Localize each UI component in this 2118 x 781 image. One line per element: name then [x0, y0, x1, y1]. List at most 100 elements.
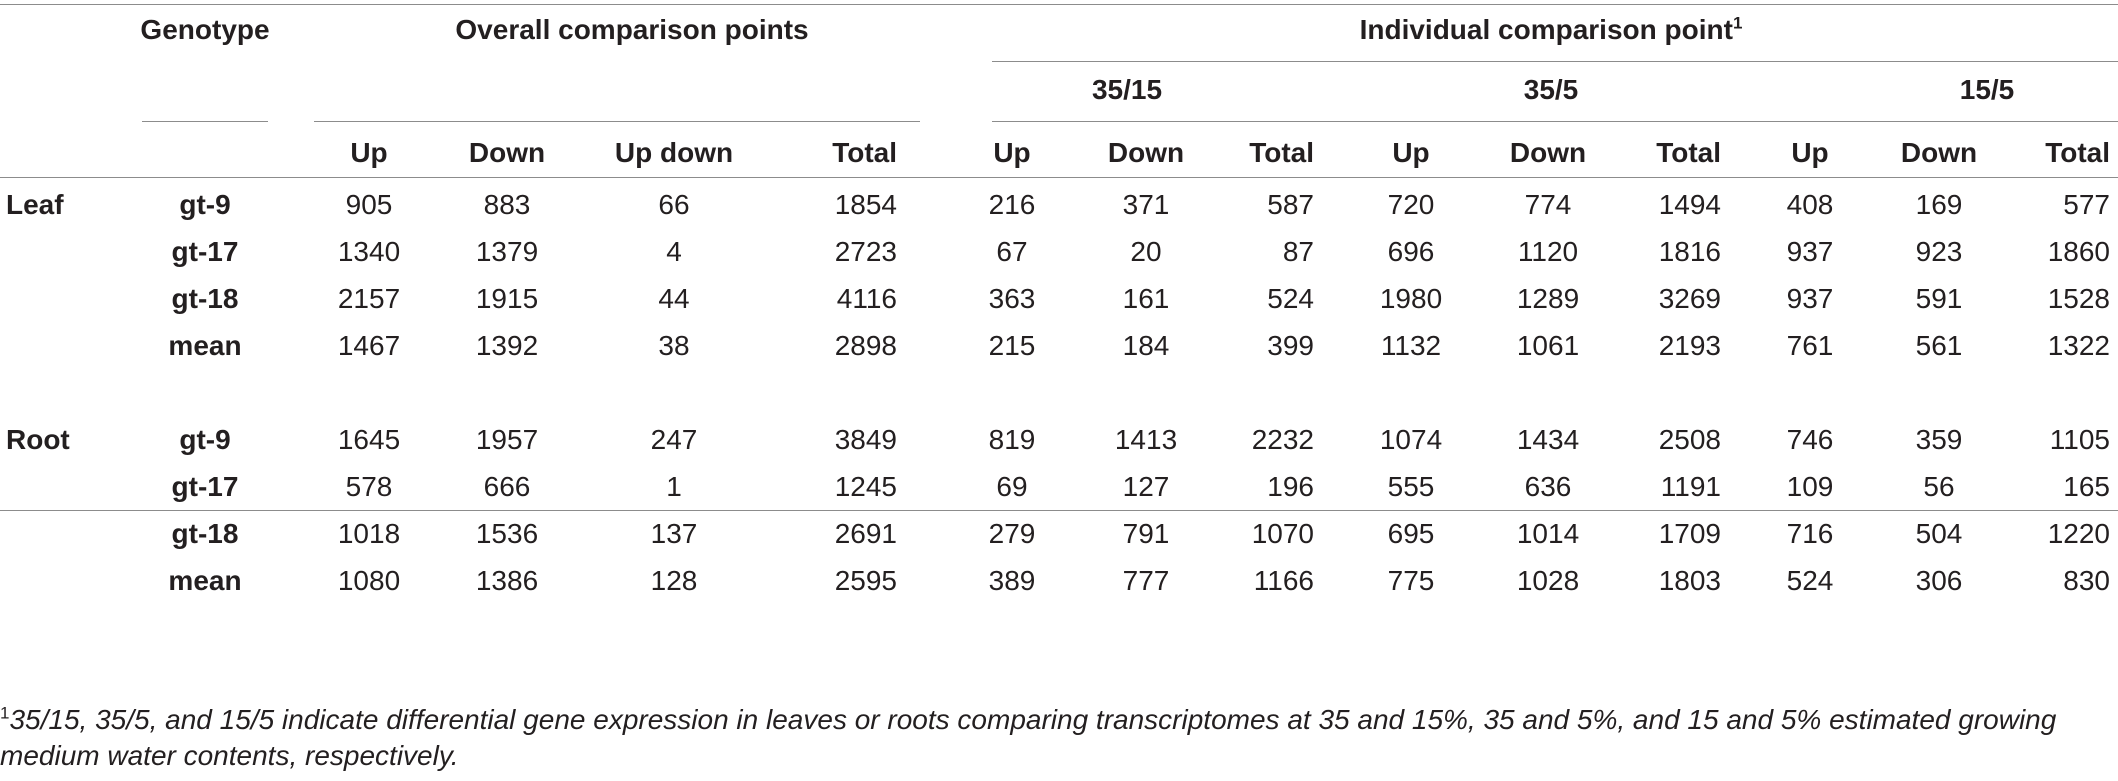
genotype-cell: gt-17 [171, 236, 239, 267]
table-cell: 169 [1915, 189, 1963, 220]
table-cell: 1 [666, 471, 682, 502]
table-cell: 128 [650, 565, 698, 596]
table-cell: 1709 [1658, 518, 1721, 549]
table-cell: 408 [1786, 189, 1834, 220]
column-header: Total [832, 137, 897, 168]
table-cell: 937 [1786, 283, 1834, 314]
table-cell: 761 [1786, 330, 1834, 361]
genotype-cell: gt-9 [179, 189, 231, 220]
column-header: Down [1509, 137, 1587, 168]
table-cell: 578 [345, 471, 393, 502]
table-cell: 2193 [1658, 330, 1721, 361]
table-cell: 67 [996, 236, 1028, 267]
table-cell: 1191 [1660, 471, 1721, 502]
top-rule [0, 4, 2118, 5]
table-cell: 2157 [337, 283, 401, 314]
table-cell: 591 [1915, 283, 1963, 314]
table-cell: 504 [1915, 518, 1963, 549]
footnote-line-2: medium water contents, respectively. [0, 740, 459, 771]
table-cell: 819 [988, 424, 1036, 455]
table-cell: 1014 [1516, 518, 1580, 549]
header-group-35-15: 35/15 [1091, 74, 1163, 105]
table-cell: 1245 [834, 471, 897, 502]
tissue-label: Leaf [6, 189, 64, 220]
table-cell: 777 [1122, 565, 1170, 596]
table-cell: 716 [1786, 518, 1834, 549]
table-cell: 923 [1915, 236, 1963, 267]
table-cell: 1434 [1516, 424, 1580, 455]
column-header: Down [1107, 137, 1185, 168]
table-cell: 1980 [1379, 283, 1443, 314]
table-cell: 695 [1387, 518, 1435, 549]
table-cell: 905 [345, 189, 393, 220]
table-cell: 561 [1915, 330, 1963, 361]
table-cell: 165 [2063, 471, 2110, 502]
table-cell: 587 [1267, 189, 1314, 220]
genotype-cell: gt-9 [179, 424, 231, 455]
table-cell: 38 [658, 330, 690, 361]
column-header: Up [1392, 137, 1430, 168]
table-cell: 1957 [475, 424, 539, 455]
table-cell: 1322 [2047, 330, 2110, 361]
subgroup-rule [992, 121, 2118, 122]
table-cell: 1132 [1380, 330, 1442, 361]
table-cell: 4116 [836, 283, 897, 314]
table-cell: 883 [483, 189, 531, 220]
table-cell: 44 [658, 283, 690, 314]
table-cell: 555 [1387, 471, 1435, 502]
genotype-cell: gt-17 [171, 471, 239, 502]
table-cell: 1528 [2047, 283, 2110, 314]
table-cell: 216 [988, 189, 1036, 220]
table-cell: 937 [1786, 236, 1834, 267]
column-header: Up [1791, 137, 1829, 168]
table-cell: 363 [988, 283, 1036, 314]
table-cell: 184 [1122, 330, 1170, 361]
overall-rule [314, 121, 920, 122]
column-header: Down [468, 137, 546, 168]
table-cell: 56 [1923, 471, 1955, 502]
table-cell: 1220 [2047, 518, 2110, 549]
table-cell: 1413 [1114, 424, 1178, 455]
header-overall: Overall comparison points [455, 14, 809, 45]
table-cell: 279 [988, 518, 1036, 549]
table-cell: 69 [996, 471, 1028, 502]
genotype-rule [142, 121, 268, 122]
table-cell: 359 [1915, 424, 1963, 455]
table-cell: 2723 [834, 236, 897, 267]
table-cell: 1915 [475, 283, 539, 314]
genotype-cell: gt-18 [171, 283, 239, 314]
group-rule [992, 61, 2118, 62]
table-cell: 1120 [1517, 236, 1579, 267]
table-cell: 1080 [337, 565, 401, 596]
header-individual: Individual comparison point1 [1359, 13, 1743, 45]
table-cell: 137 [650, 518, 698, 549]
table-cell: 2508 [1658, 424, 1721, 455]
table-cell: 66 [658, 189, 690, 220]
table-cell: 1070 [1251, 518, 1314, 549]
table-cell: 4 [666, 236, 682, 267]
table-cell: 127 [1122, 471, 1170, 502]
column-header: Up [350, 137, 388, 168]
table-cell: 87 [1282, 236, 1314, 267]
footnote: 135/15, 35/5, and 15/5 indicate differen… [0, 702, 2100, 774]
table-cell: 1340 [337, 236, 401, 267]
column-header: Total [2045, 137, 2110, 168]
table-cell: 720 [1387, 189, 1435, 220]
table-cell: 306 [1915, 565, 1963, 596]
table-cell: 577 [2063, 189, 2110, 220]
table-cell: 1018 [337, 518, 401, 549]
header-genotype: Genotype [140, 14, 270, 45]
table-cell: 215 [988, 330, 1036, 361]
header-group-15-5: 15/5 [1959, 74, 2015, 105]
table-cell: 746 [1786, 424, 1834, 455]
table-cell: 1379 [475, 236, 539, 267]
table-bottom-rule [0, 510, 2118, 511]
table-cell: 1494 [1658, 189, 1721, 220]
table-cell: 1536 [475, 518, 539, 549]
genotype-cell: mean [168, 330, 242, 361]
table-cell: 524 [1267, 283, 1314, 314]
genotype-cell: gt-18 [171, 518, 239, 549]
table-cell: 1061 [1516, 330, 1580, 361]
table-cell: 161 [1122, 283, 1170, 314]
table-cell: 1803 [1658, 565, 1721, 596]
